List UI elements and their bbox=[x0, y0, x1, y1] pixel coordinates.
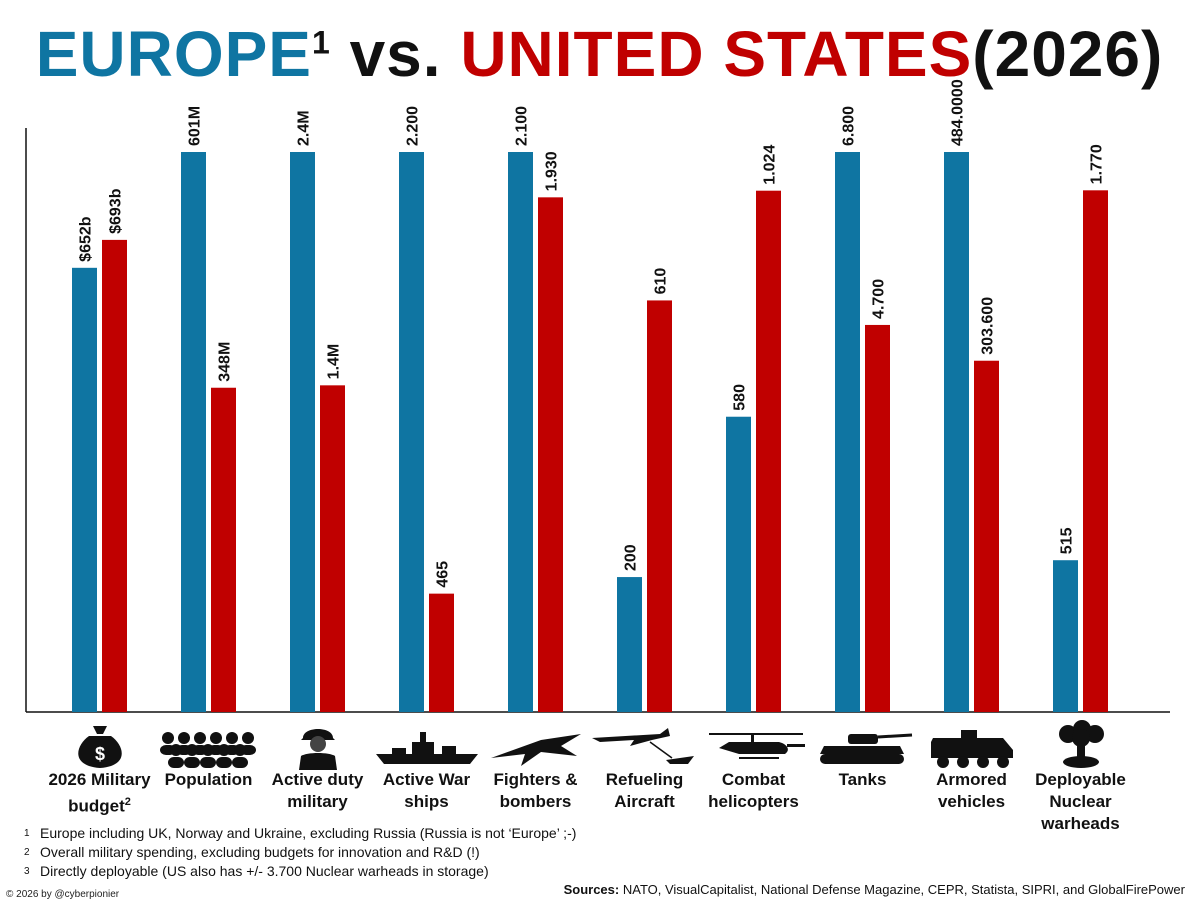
data-label-us: 1.930 bbox=[544, 151, 561, 191]
helicopter-icon bbox=[699, 720, 809, 770]
bar-us bbox=[429, 593, 454, 712]
data-label-europe: 580 bbox=[732, 384, 749, 411]
bar-us bbox=[865, 324, 890, 712]
bar-europe bbox=[290, 152, 315, 712]
sources-line: Sources: NATO, VisualCapitalist, Nationa… bbox=[564, 882, 1185, 897]
category-label-text: Active War ships bbox=[382, 770, 471, 811]
footnote-text: Directly deployable (US also has +/- 3.7… bbox=[40, 863, 489, 879]
category-label: 2026 Military budget2 bbox=[40, 769, 160, 818]
category-label-text: Armored vehicles bbox=[936, 770, 1007, 811]
bar-us bbox=[974, 360, 999, 712]
copyright-credit: © 2026 by @cyberpionier bbox=[6, 889, 120, 900]
footnote-mark: 3 bbox=[24, 866, 30, 877]
footnote-text: Europe including UK, Norway and Ukraine,… bbox=[40, 825, 577, 841]
category-label: Tanks bbox=[803, 769, 923, 791]
title-europe-footnote-mark: 1 bbox=[311, 24, 331, 61]
bar-us bbox=[320, 385, 345, 712]
data-label-europe: 2.200 bbox=[405, 106, 422, 146]
bar-europe bbox=[1053, 560, 1078, 712]
data-label-us: 348M bbox=[217, 342, 234, 382]
bar-us bbox=[647, 300, 672, 712]
sources-label: Sources: bbox=[563, 882, 620, 897]
category-label: Fighters & bombers bbox=[476, 769, 596, 813]
category-label: Active War ships bbox=[367, 769, 487, 813]
bar-us bbox=[211, 387, 236, 712]
data-label-europe: 200 bbox=[623, 544, 640, 571]
data-label-europe: 601M bbox=[187, 106, 204, 146]
bar-europe bbox=[617, 577, 642, 712]
category-label-text: Deployable Nuclear warheads bbox=[1035, 770, 1126, 833]
title-year: (2026) bbox=[972, 18, 1164, 90]
title-united-states: UNITED STATES bbox=[460, 18, 973, 90]
footnote-mark: 1 bbox=[24, 828, 30, 839]
data-label-europe: $652b bbox=[78, 216, 95, 262]
data-label-us: 610 bbox=[653, 268, 670, 295]
data-label-us: 1.770 bbox=[1089, 144, 1106, 184]
footnote-mark: 2 bbox=[24, 847, 30, 858]
category-label-text: Fighters & bombers bbox=[493, 770, 578, 811]
footnote-3: 3 Directly deployable (US also has +/- 3.… bbox=[24, 862, 576, 881]
data-label-europe: 2.4M bbox=[296, 110, 313, 146]
category-label-text: Active duty military bbox=[271, 770, 364, 811]
data-label-us: 303.600 bbox=[980, 297, 997, 355]
bar-europe bbox=[399, 152, 424, 712]
sources-text: NATO, VisualCapitalist, National Defense… bbox=[622, 882, 1185, 897]
refueling-aircraft-icon bbox=[590, 720, 700, 770]
title-vs: vs. bbox=[349, 18, 442, 90]
bar-europe bbox=[835, 152, 860, 712]
category-label: Population bbox=[149, 769, 269, 791]
data-label-us: 465 bbox=[435, 561, 452, 588]
data-label-europe: 515 bbox=[1059, 527, 1076, 554]
footnote-1: 1 Europe including UK, Norway and Ukraine… bbox=[24, 824, 576, 843]
money-bag-icon: $ bbox=[45, 720, 155, 770]
category-label-text: Combat helicopters bbox=[708, 770, 799, 811]
category-label-text: Refueling Aircraft bbox=[605, 770, 684, 811]
soldier-icon bbox=[263, 720, 373, 770]
chart-title: EUROPE1 vs. UNITED STATES(2026) bbox=[0, 14, 1199, 94]
data-label-us: 4.700 bbox=[871, 279, 888, 319]
category-label: Refueling Aircraft bbox=[585, 769, 705, 813]
category-label: Deployable Nuclear warheads bbox=[1021, 769, 1141, 835]
title-europe: EUROPE bbox=[35, 18, 312, 90]
data-label-europe: 6.800 bbox=[841, 106, 858, 146]
data-label-us: 1.4M bbox=[326, 344, 343, 380]
warship-icon bbox=[372, 720, 482, 770]
crowd-icon bbox=[154, 720, 264, 770]
category-label-text: Population bbox=[164, 770, 253, 789]
nuclear-explosion-icon bbox=[1026, 720, 1136, 770]
footnote-2: 2 Overall military spending, excluding bu… bbox=[24, 843, 576, 862]
svg-text:$: $ bbox=[94, 744, 104, 764]
fighter-jet-icon bbox=[481, 720, 591, 770]
footnotes: 1 Europe including UK, Norway and Ukraine… bbox=[24, 824, 576, 881]
bar-europe bbox=[944, 152, 969, 712]
data-label-europe: 484.0000 bbox=[950, 79, 967, 146]
bar-europe bbox=[72, 267, 97, 712]
data-label-europe: 2.100 bbox=[514, 106, 531, 146]
tank-icon bbox=[808, 720, 918, 770]
bar-us bbox=[756, 190, 781, 712]
bar-europe bbox=[181, 152, 206, 712]
bar-us bbox=[102, 239, 127, 712]
category-label: Combat helicopters bbox=[694, 769, 814, 813]
footnote-text: Overall military spending, excluding bud… bbox=[40, 844, 480, 860]
category-label: Active duty military bbox=[258, 769, 378, 813]
bar-europe bbox=[508, 152, 533, 712]
category-footnote-mark: 2 bbox=[124, 796, 131, 808]
bar-europe bbox=[726, 416, 751, 712]
category-label-text: Tanks bbox=[838, 770, 887, 789]
armored-vehicle-icon bbox=[917, 720, 1027, 770]
data-label-us: $693b bbox=[108, 188, 125, 234]
data-label-us: 1.024 bbox=[762, 145, 779, 185]
bar-us bbox=[538, 197, 563, 713]
category-label-text: 2026 Military budget bbox=[48, 770, 151, 816]
bar-us bbox=[1083, 190, 1108, 712]
category-label: Armored vehicles bbox=[912, 769, 1032, 813]
